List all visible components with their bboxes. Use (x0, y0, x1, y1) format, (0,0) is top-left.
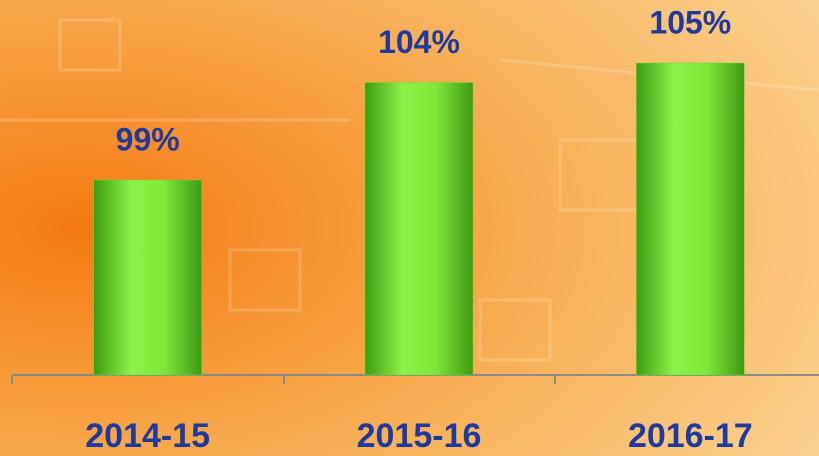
x-tick-label: 2016-17 (628, 417, 753, 455)
x-tick-label: 2015-16 (357, 417, 482, 455)
value-label: 105% (649, 4, 731, 40)
bar (364, 82, 474, 376)
value-label: 104% (378, 24, 460, 60)
bar (636, 62, 745, 376)
axis-ticks (11, 375, 556, 384)
value-label: 99% (116, 121, 180, 157)
bar (93, 179, 202, 376)
x-tick-label: 2014-15 (85, 417, 210, 455)
